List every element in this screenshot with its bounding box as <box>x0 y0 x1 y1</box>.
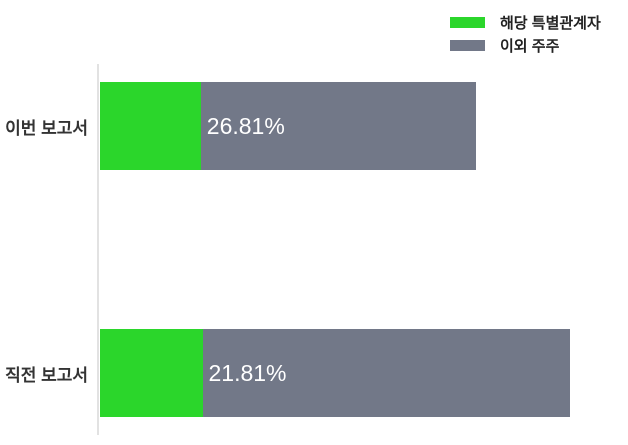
value-label-current: 26.81% <box>206 112 285 139</box>
bar-current: 26.81% <box>100 82 476 170</box>
category-label-previous: 직전 보고서 <box>5 365 88 385</box>
bar-row-previous-report: 직전 보고서 21.81% <box>0 329 570 417</box>
legend-swatch-others-icon <box>450 40 485 51</box>
legend-label-special: 해당 특별관계자 <box>500 15 601 32</box>
bar-previous: 21.81% <box>100 329 570 417</box>
legend-label-others: 이외 주주 <box>500 38 560 55</box>
legend-swatch-special-icon <box>450 17 485 28</box>
category-label-current: 이번 보고서 <box>5 118 88 138</box>
bar-segment-special-current <box>100 82 201 170</box>
bar-segment-others-current: 26.81% <box>200 82 476 170</box>
legend-item-special[interactable]: 해당 특별관계자 <box>450 11 601 34</box>
bar-row-current-report: 이번 보고서 26.81% <box>0 82 476 170</box>
legend-item-others[interactable]: 이외 주주 <box>450 34 601 57</box>
value-label-previous: 21.81% <box>208 359 287 386</box>
legend: 해당 특별관계자 이외 주주 <box>450 11 601 57</box>
y-axis-baseline <box>97 64 99 435</box>
bar-segment-others-previous: 21.81% <box>202 329 570 417</box>
bar-segment-special-previous <box>100 329 203 417</box>
